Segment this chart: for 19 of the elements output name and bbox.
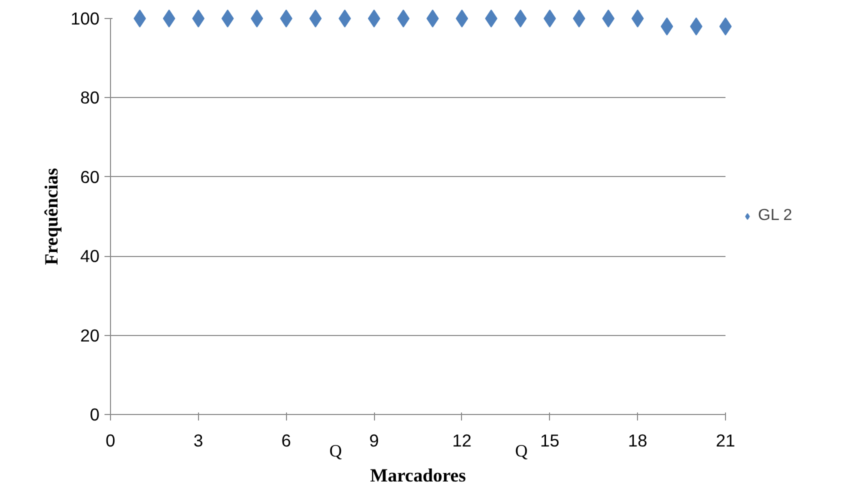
- x-tick-label: 3: [194, 430, 204, 450]
- x-tick-label: 0: [106, 430, 116, 450]
- legend-label: GL 2: [758, 207, 792, 225]
- y-axis-title: Frequências: [42, 168, 63, 266]
- x-tick-label: 15: [540, 430, 560, 450]
- y-tick-label: 100: [70, 8, 100, 28]
- y-tick-label: 0: [90, 404, 100, 424]
- y-tick-label: 20: [80, 325, 100, 346]
- text: Q: [329, 442, 342, 460]
- text: Q: [515, 442, 528, 460]
- x-tick-label: 6: [281, 430, 292, 450]
- x-tick-label: 12: [452, 430, 472, 450]
- x-tick-label: 9: [369, 430, 379, 450]
- y-tick-label: 60: [80, 166, 100, 187]
- x-tick-label: 18: [628, 430, 648, 450]
- y-tick-label: 80: [80, 88, 100, 108]
- y-tick-label: 40: [80, 246, 100, 266]
- x-tick-label: 21: [716, 430, 736, 450]
- x-axis-title: Marcadores: [370, 466, 466, 486]
